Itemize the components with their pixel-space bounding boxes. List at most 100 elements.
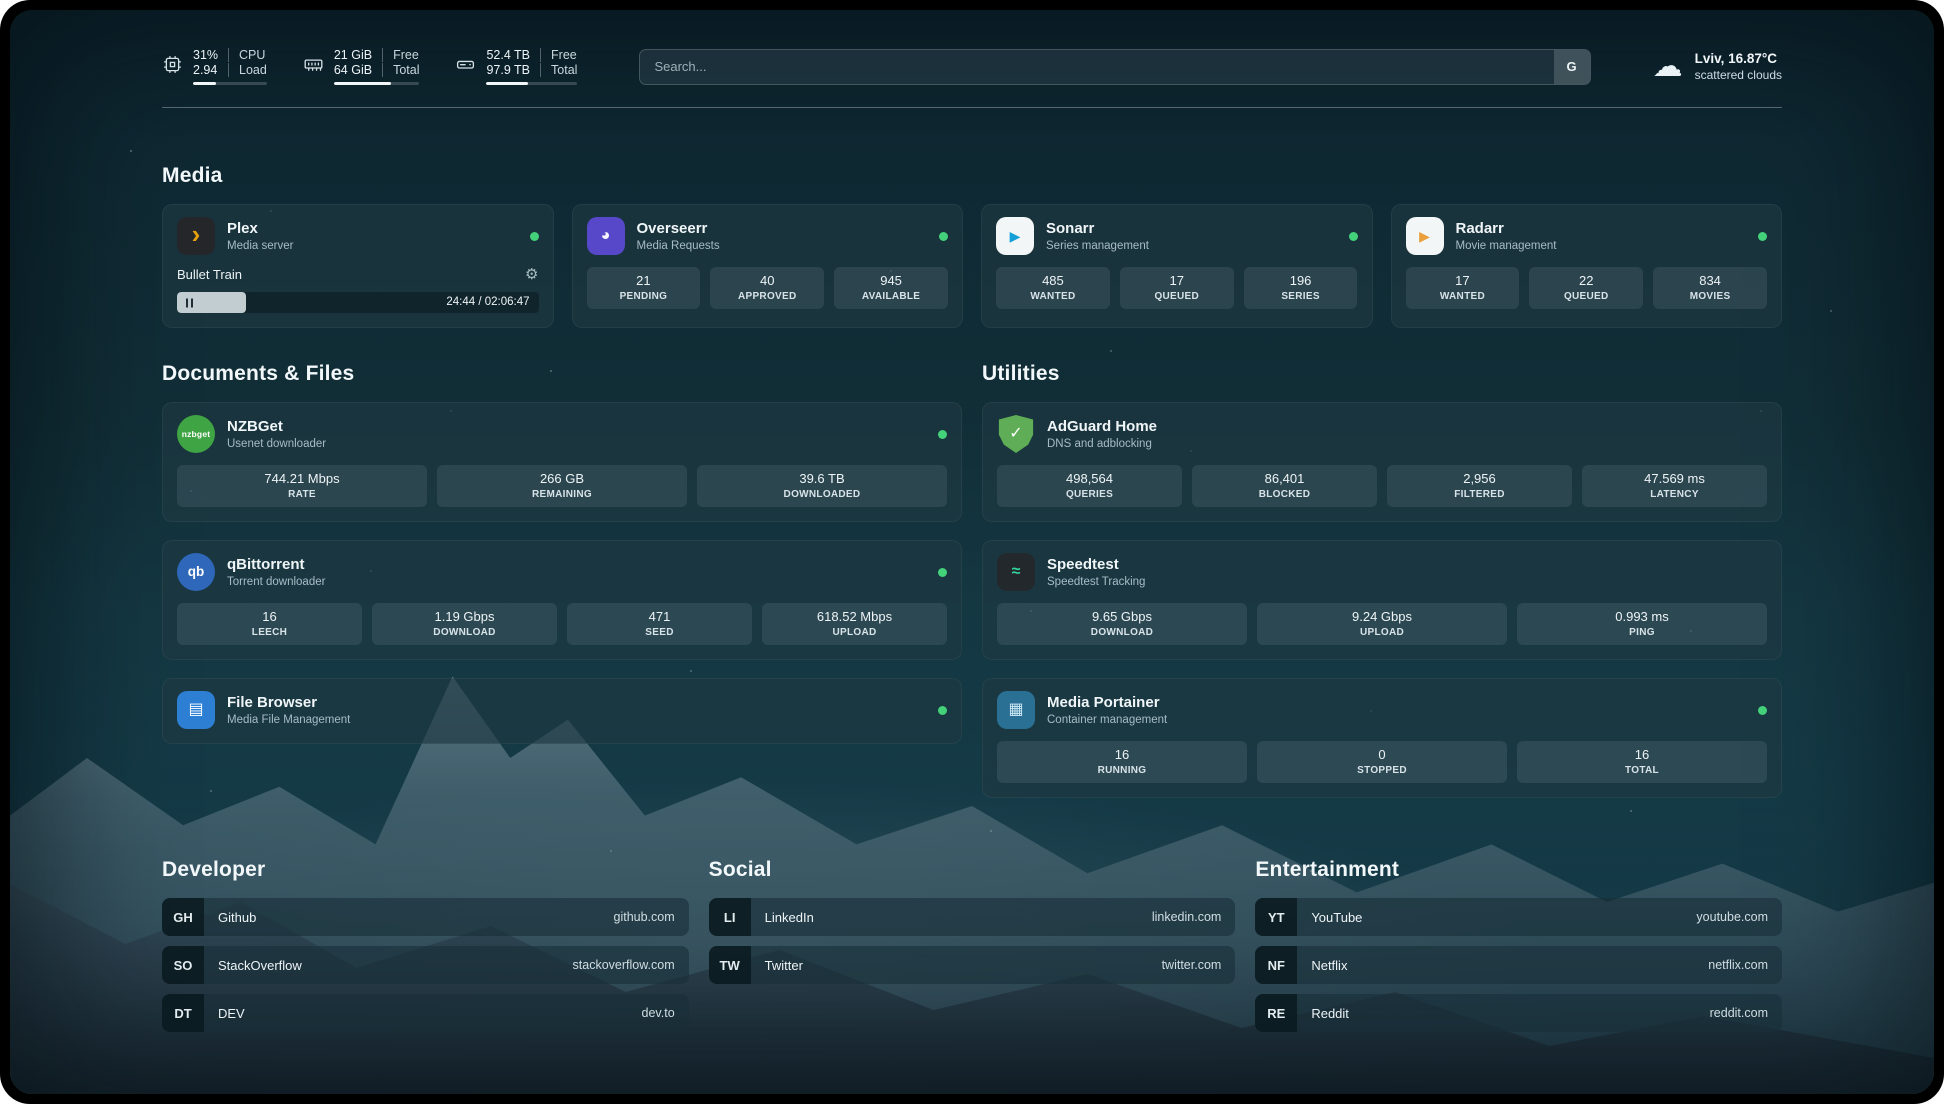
filebrowser-icon: ▤ [177,691,215,729]
bookmark-name: Github [218,910,256,925]
app-subtitle: Usenet downloader [227,438,326,450]
ram-total-value: 64 GiB [334,63,382,77]
top-bar: 31% CPU 2.94 Load [162,48,1782,85]
portainer-icon: ▦ [997,691,1035,729]
disk-total-value: 97.9 TB [486,63,540,77]
bookmark-name: Netflix [1311,958,1347,973]
stackoverflow-icon: SO [162,946,204,984]
cpu-load-label: Load [228,63,267,77]
status-dot [1758,232,1767,241]
linkedin-icon: LI [709,898,751,936]
weather-condition: scattered clouds [1695,68,1782,82]
social-section-title: Social [709,858,1236,882]
cpu-usage-label: CPU [228,48,267,62]
cpu-usage-value: 31% [193,48,228,62]
status-dot [1758,706,1767,715]
qbittorrent-icon: qb [177,553,215,591]
stat-box: 498,564 QUERIES [997,465,1182,507]
status-dot [1758,430,1767,439]
app-subtitle: Torrent downloader [227,576,325,588]
app-subtitle: Media File Management [227,714,350,726]
app-subtitle: Series management [1046,240,1149,252]
cpu-icon [162,54,183,75]
app-name: Overseerr [637,220,720,237]
stat-box: 17 QUEUED [1120,267,1234,309]
speedtest-icon: ≈ [997,553,1035,591]
app-subtitle: DNS and adblocking [1047,438,1157,450]
app-card-portainer[interactable]: ▦ Media Portainer Container management 1… [982,678,1782,798]
weather-widget: Lviv, 16.87°C scattered clouds [1653,51,1782,82]
github-icon: GH [162,898,204,936]
bookmarks-entertainment: Entertainment YT YouTube youtube.com NF … [1255,858,1782,1042]
disk-progress-fill [486,82,528,85]
stat-box: 471 SEED [567,603,752,645]
cpu-load-value: 2.94 [193,63,228,77]
app-card-plex[interactable]: › Plex Media server Bullet Train [162,204,554,328]
disk-progress-bar [486,82,577,85]
plex-now-playing: Bullet Train 24:44 / 02:06:47 [177,265,539,313]
stat-box: 2,956 FILTERED [1387,465,1572,507]
bookmark-youtube[interactable]: YT YouTube youtube.com [1255,898,1782,936]
cpu-progress-bar [193,82,267,85]
search-engine-button[interactable]: G [1554,50,1590,84]
search-bar: G [639,49,1590,85]
section-documents: Documents & Files nzbget NZBGet Usenet d… [162,362,962,798]
adguard-icon: ✓ [997,415,1035,453]
stat-box: 0 STOPPED [1257,741,1507,783]
media-grid: › Plex Media server Bullet Train [162,204,1782,328]
status-dot [938,430,947,439]
app-name: Speedtest [1047,556,1145,573]
nzbget-icon: nzbget [177,415,215,453]
bookmark-linkedin[interactable]: LI LinkedIn linkedin.com [709,898,1236,936]
pause-icon[interactable] [186,298,193,307]
bookmark-name: Reddit [1311,1006,1349,1021]
ram-usage-widget: 21 GiB Free 64 GiB Total [303,48,420,85]
bookmark-url: netflix.com [1708,958,1768,972]
ram-icon [303,54,324,75]
reddit-icon: RE [1255,994,1297,1032]
stat-box: 9.65 Gbps DOWNLOAD [997,603,1247,645]
app-card-nzbget[interactable]: nzbget NZBGet Usenet downloader 744.21 M… [162,402,962,522]
app-card-sonarr[interactable]: ▶ Sonarr Series management 485 WANTED [981,204,1373,328]
playback-progress-bar[interactable]: 24:44 / 02:06:47 [177,292,539,313]
bookmark-name: Twitter [765,958,803,973]
disk-total-label: Total [540,63,577,77]
stat-box: 9.24 Gbps UPLOAD [1257,603,1507,645]
stat-box: 40 APPROVED [710,267,824,309]
cpu-progress-fill [193,82,216,85]
stat-box: 1.19 Gbps DOWNLOAD [372,603,557,645]
documents-section-title: Documents & Files [162,362,962,386]
app-card-adguard[interactable]: ✓ AdGuard Home DNS and adblocking 498,56… [982,402,1782,522]
bookmark-reddit[interactable]: RE Reddit reddit.com [1255,994,1782,1032]
app-card-radarr[interactable]: ▶ Radarr Movie management 17 WANTED [1391,204,1783,328]
bookmark-url: stackoverflow.com [573,958,675,972]
stat-box: 266 GB REMAINING [437,465,687,507]
ram-free-label: Free [382,48,419,62]
status-dot [939,232,948,241]
stat-box: 0.993 ms PING [1517,603,1767,645]
developer-section-title: Developer [162,858,689,882]
radarr-icon: ▶ [1406,217,1444,255]
app-name: Media Portainer [1047,694,1167,711]
app-card-speedtest[interactable]: ≈ Speedtest Speedtest Tracking 9.65 Gbps… [982,540,1782,660]
app-card-filebrowser[interactable]: ▤ File Browser Media File Management [162,678,962,744]
bookmark-name: StackOverflow [218,958,302,973]
bookmark-stackoverflow[interactable]: SO StackOverflow stackoverflow.com [162,946,689,984]
search-input[interactable] [640,50,1553,84]
dashboard-screen: 31% CPU 2.94 Load [10,10,1934,1094]
bookmark-twitter[interactable]: TW Twitter twitter.com [709,946,1236,984]
settings-gear-icon[interactable] [525,265,538,284]
status-dot [1349,232,1358,241]
app-card-qbittorrent[interactable]: qb qBittorrent Torrent downloader 16 LEE… [162,540,962,660]
app-name: File Browser [227,694,350,711]
bookmark-netflix[interactable]: NF Netflix netflix.com [1255,946,1782,984]
cpu-usage-widget: 31% CPU 2.94 Load [162,48,267,85]
disk-free-label: Free [540,48,577,62]
bookmark-dev[interactable]: DT DEV dev.to [162,994,689,1032]
bookmark-url: youtube.com [1696,910,1768,924]
bookmark-github[interactable]: GH Github github.com [162,898,689,936]
playback-time: 24:44 / 02:06:47 [446,292,529,313]
app-card-overseerr[interactable]: ◕ Overseerr Media Requests 21 PENDING [572,204,964,328]
status-dot [530,232,539,241]
app-name: qBittorrent [227,556,325,573]
